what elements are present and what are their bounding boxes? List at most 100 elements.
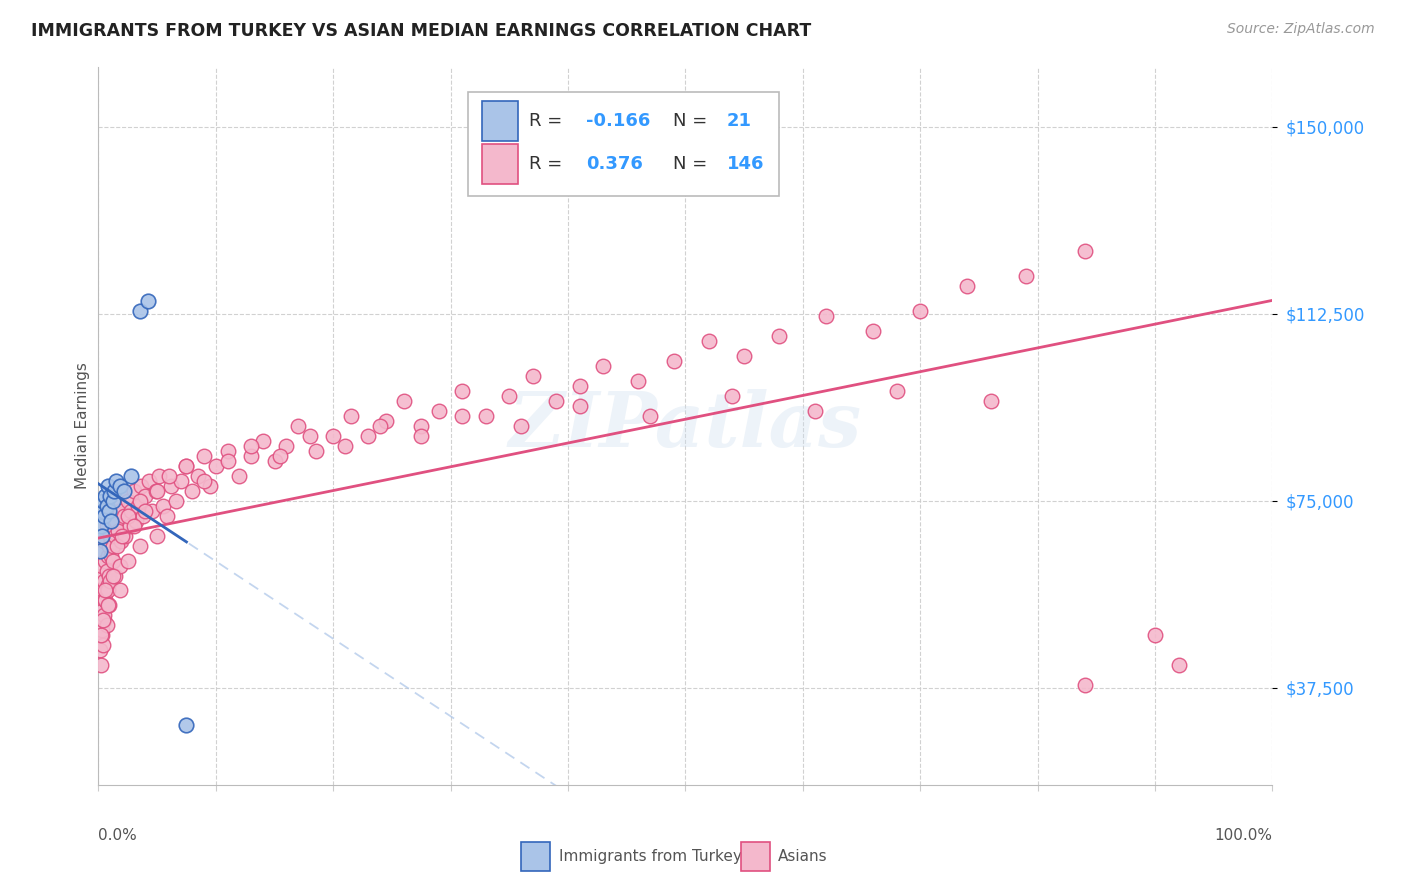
Point (146, 528, 169, 542)
Point (89, 578, 111, 592)
Point (91, 583, 114, 598)
Point (104, 528, 127, 542)
Point (768, 329, 790, 343)
Point (187, 468, 209, 483)
Point (96, 564, 118, 578)
Point (104, 568, 127, 582)
Point (136, 294, 159, 309)
Point (93, 508, 115, 523)
Point (100, 514, 122, 528)
Point (287, 419, 309, 434)
Point (638, 409, 661, 423)
Point (98, 574, 121, 588)
Text: 0.376: 0.376 (586, 155, 643, 173)
Point (94, 593, 117, 607)
Point (101, 493, 124, 508)
Point (89, 608, 111, 623)
Point (90, 658, 112, 673)
Text: 100.0%: 100.0% (1215, 828, 1272, 843)
Point (193, 449, 215, 463)
Point (90, 618, 112, 632)
Point (134, 489, 156, 503)
Point (546, 394, 568, 409)
Point (498, 389, 520, 403)
Point (122, 483, 145, 498)
Point (193, 474, 215, 488)
Text: IMMIGRANTS FROM TURKEY VS ASIAN MEDIAN EARNINGS CORRELATION CHART: IMMIGRANTS FROM TURKEY VS ASIAN MEDIAN E… (31, 22, 811, 40)
Point (160, 479, 183, 493)
Point (392, 394, 415, 409)
Point (276, 439, 298, 453)
Point (96, 499, 118, 513)
Point (176, 458, 198, 473)
Point (94, 553, 117, 567)
Point (176, 458, 198, 473)
Point (111, 528, 134, 542)
FancyBboxPatch shape (468, 92, 779, 196)
Point (108, 558, 131, 573)
Point (1015, 269, 1038, 284)
Point (157, 468, 180, 483)
Point (98, 504, 121, 518)
Point (169, 474, 191, 488)
Point (120, 468, 142, 483)
Point (90, 628, 112, 642)
Y-axis label: Median Earnings: Median Earnings (75, 362, 90, 490)
Text: R =: R = (529, 112, 568, 129)
Text: ZIPatlas: ZIPatlas (509, 389, 862, 463)
Point (101, 539, 124, 553)
Text: Immigrants from Turkey: Immigrants from Turkey (558, 849, 741, 864)
Point (90, 518, 112, 533)
Point (105, 514, 128, 528)
Point (411, 429, 433, 443)
Point (568, 379, 591, 393)
Point (198, 479, 221, 493)
Point (145, 483, 167, 498)
Point (90, 589, 112, 603)
Point (89, 543, 111, 558)
Point (108, 504, 131, 518)
Point (1167, 658, 1189, 673)
Point (96, 618, 118, 632)
Point (90, 568, 112, 582)
Point (107, 524, 129, 538)
Point (427, 404, 450, 418)
Point (101, 568, 124, 582)
FancyBboxPatch shape (482, 101, 517, 141)
Point (176, 718, 198, 732)
Point (592, 359, 614, 373)
Point (101, 518, 124, 533)
Point (862, 324, 884, 338)
Point (94, 583, 117, 598)
Point (298, 429, 321, 443)
Text: -0.166: -0.166 (586, 112, 650, 129)
Point (89, 643, 111, 657)
Point (128, 539, 150, 553)
Text: 21: 21 (727, 112, 752, 129)
Point (304, 443, 326, 458)
Point (108, 583, 131, 598)
Point (93, 574, 115, 588)
Point (132, 508, 155, 523)
Point (91, 638, 114, 652)
Point (134, 504, 156, 518)
Point (322, 429, 344, 443)
Point (111, 483, 134, 498)
Point (148, 468, 170, 483)
Point (269, 449, 291, 463)
Point (908, 304, 931, 318)
Text: R =: R = (529, 155, 568, 173)
Point (91, 504, 114, 518)
Point (91, 624, 114, 638)
Point (117, 553, 139, 567)
Point (117, 508, 139, 523)
Point (91, 493, 114, 508)
Point (721, 389, 744, 403)
FancyBboxPatch shape (741, 842, 770, 871)
Text: Source: ZipAtlas.com: Source: ZipAtlas.com (1227, 22, 1375, 37)
Point (475, 409, 498, 423)
Point (357, 429, 380, 443)
Point (125, 514, 148, 528)
Point (97, 479, 120, 493)
Point (91, 528, 114, 542)
